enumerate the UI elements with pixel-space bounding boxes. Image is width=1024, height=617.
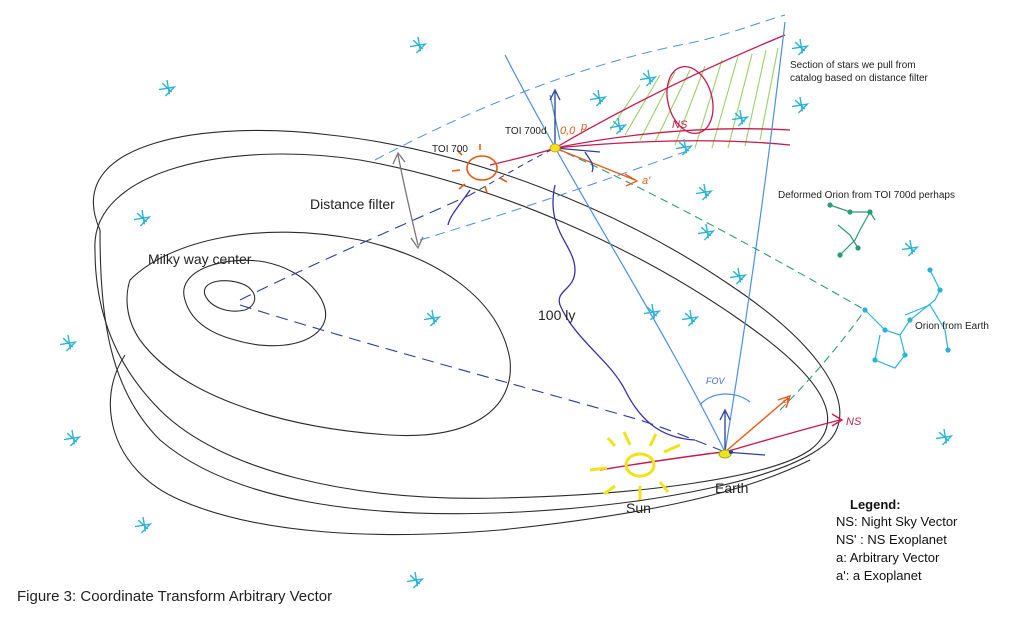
label-ns-exo: NS: [672, 119, 688, 131]
star-icon: [423, 309, 442, 327]
star-icon: [134, 516, 153, 534]
star-icon: [406, 571, 425, 589]
label-a-exo: a': [642, 175, 651, 187]
galactic-dashed-lines: [239, 147, 726, 453]
star-icon: [695, 183, 714, 201]
label-milky-way-center: Milky way center: [148, 251, 252, 267]
star-icon: [791, 96, 810, 114]
star-section-hatch: [609, 47, 779, 149]
legend-item-a: a: Arbitrary Vector: [836, 550, 940, 565]
fov-lines: [504, 21, 786, 453]
toi700-star: [451, 144, 508, 194]
background-stars: [59, 36, 954, 589]
hundred-ly-bracket: [447, 184, 696, 441]
label-p-exo: p: [580, 121, 587, 133]
star-icon: [133, 209, 152, 227]
star-icon: [639, 69, 658, 87]
label-toi-700: TOI 700: [432, 144, 468, 155]
star-icon: [59, 334, 78, 352]
figure-caption: Figure 3: Coordinate Transform Arbitrary…: [17, 588, 332, 605]
galaxy-outline: [92, 129, 841, 536]
a-earth-vector: [724, 394, 792, 453]
star-icon: [589, 89, 608, 107]
star-icon: [791, 38, 810, 56]
label-section-line2: catalog based on distance filter: [790, 73, 929, 84]
distance-filter-arrow: [392, 151, 424, 250]
star-icon: [609, 117, 628, 135]
star-icon: [731, 109, 750, 127]
view-cone-dashed: [374, 14, 786, 241]
label-section-line1: Section of stars we pull from: [790, 60, 916, 71]
legend-item-ns: NS: Night Sky Vector: [836, 514, 958, 529]
label-fov: FOV: [706, 376, 725, 386]
star-icon: [697, 223, 716, 241]
label-origin-exo: 0,0: [560, 125, 576, 137]
legend-item-a-exo: a': a Exoplanet: [836, 568, 922, 583]
star-icon: [935, 428, 954, 446]
label-distance-filter: Distance filter: [310, 196, 395, 212]
toi700d-planet: [549, 143, 561, 153]
star-icon: [675, 138, 694, 156]
star-icon: [643, 303, 662, 321]
star-icon: [158, 79, 177, 97]
label-earth: Earth: [715, 480, 748, 496]
earth-axes: [719, 408, 766, 456]
star-icon: [63, 429, 82, 447]
toi700d-vectors: [549, 88, 639, 187]
label-sun: Sun: [626, 500, 651, 516]
earth-dot: [729, 450, 733, 454]
label-orion-from-earth: Orion from Earth: [915, 321, 989, 332]
star-icon: [729, 267, 748, 285]
label-100-ly: 100 ly: [538, 307, 575, 323]
label-deformed-orion: Deformed Orion from TOI 700d perhaps: [778, 190, 955, 201]
sun-icon: [589, 431, 681, 500]
star-icon: [409, 36, 428, 54]
legend-title: Legend:: [850, 497, 901, 512]
legend: Legend: NS: Night Sky Vector NS' : NS Ex…: [836, 497, 958, 583]
orion-sightline: [554, 147, 866, 411]
label-ns-earth: NS: [846, 416, 862, 428]
legend-item-ns-exo: NS' : NS Exoplanet: [836, 532, 947, 547]
label-toi-700d: TOI 700d: [505, 126, 547, 137]
star-icon: [681, 309, 700, 327]
orion-from-earth-constellation: [862, 267, 951, 369]
deformed-orion-constellation: [827, 202, 876, 258]
label-a-earth: a: [783, 394, 789, 406]
star-icon: [901, 239, 920, 257]
